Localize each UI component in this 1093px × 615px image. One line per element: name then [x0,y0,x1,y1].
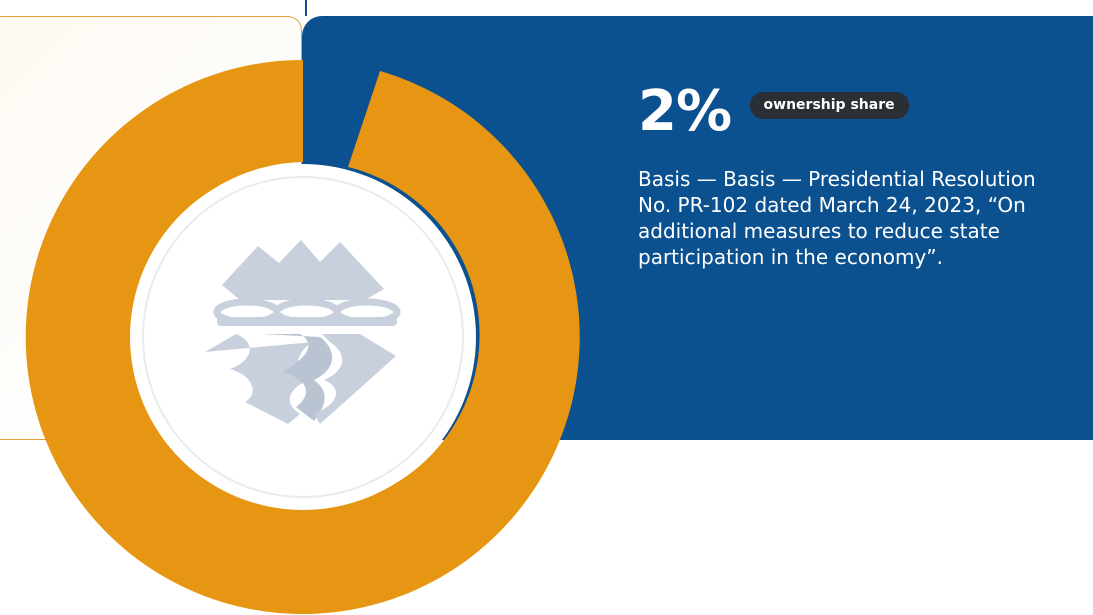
basis-description: Basis — Basis — Presidential Resolution … [638,167,1036,269]
inner-disc [130,164,476,510]
inner-disc-outline [142,176,464,498]
ownership-ring [25,59,580,614]
divider-line [305,0,307,16]
ownership-stat: 2% ownership share [638,80,1058,144]
ownership-percent: 2% [638,79,732,144]
mountain-water-logo-icon [205,240,401,424]
ownership-badge: ownership share [749,92,909,119]
